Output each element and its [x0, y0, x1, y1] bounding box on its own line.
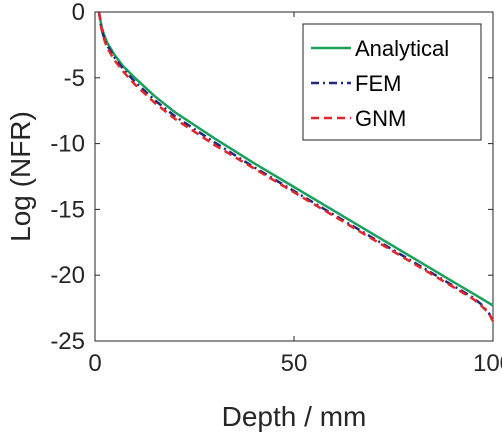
y-axis-title: Log (NFR)	[5, 111, 36, 242]
series-line-fem	[97, 11, 495, 322]
legend-label: FEM	[355, 71, 401, 96]
legend-label: GNM	[355, 106, 406, 131]
x-tick-label: 50	[281, 350, 308, 377]
series-line-gnm	[97, 11, 495, 322]
y-tick-label: -25	[50, 328, 85, 355]
legend-label: Analytical	[355, 36, 449, 61]
y-tick-label: -10	[50, 131, 85, 158]
legend: Analytical FEM GNM	[302, 23, 482, 141]
x-tick-label: 100	[473, 350, 502, 377]
series-line-analytical	[97, 11, 494, 307]
y-tick-label: 0	[72, 0, 85, 26]
series-layer	[97, 11, 495, 322]
ticks-layer: 0 50 100 0 -5 -10 -15 -20 -25	[50, 0, 502, 377]
x-tick-label: 0	[88, 350, 101, 377]
y-tick-label: -15	[50, 196, 85, 223]
y-tick-label: -20	[50, 262, 85, 289]
y-tick-label: -5	[64, 65, 85, 92]
x-axis-title: Depth / mm	[222, 401, 367, 432]
